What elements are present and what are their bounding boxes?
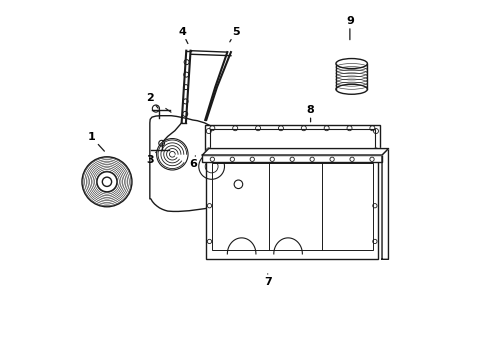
Text: 1: 1 — [87, 132, 104, 151]
Circle shape — [210, 157, 214, 161]
Text: 2: 2 — [145, 93, 158, 108]
Circle shape — [207, 239, 211, 244]
Text: 3: 3 — [146, 152, 156, 165]
Circle shape — [289, 157, 294, 161]
Bar — [202, 155, 381, 162]
Circle shape — [369, 157, 373, 161]
Circle shape — [82, 157, 132, 207]
Circle shape — [329, 157, 334, 161]
Circle shape — [230, 157, 234, 161]
Polygon shape — [202, 149, 387, 155]
Text: 8: 8 — [306, 105, 314, 122]
Ellipse shape — [335, 84, 366, 94]
Text: 5: 5 — [229, 27, 239, 42]
Circle shape — [250, 157, 254, 161]
Circle shape — [372, 239, 376, 244]
Text: 7: 7 — [264, 274, 271, 287]
Bar — [212, 163, 372, 250]
Circle shape — [269, 157, 274, 161]
Text: 6: 6 — [188, 156, 196, 169]
Text: 9: 9 — [345, 16, 353, 40]
Bar — [205, 125, 379, 157]
Circle shape — [349, 157, 353, 161]
Circle shape — [309, 157, 314, 161]
Ellipse shape — [335, 59, 366, 68]
Circle shape — [207, 203, 211, 208]
Bar — [209, 129, 374, 152]
Polygon shape — [381, 149, 387, 259]
Bar — [205, 157, 378, 259]
Circle shape — [372, 203, 376, 208]
Text: 4: 4 — [178, 27, 187, 44]
